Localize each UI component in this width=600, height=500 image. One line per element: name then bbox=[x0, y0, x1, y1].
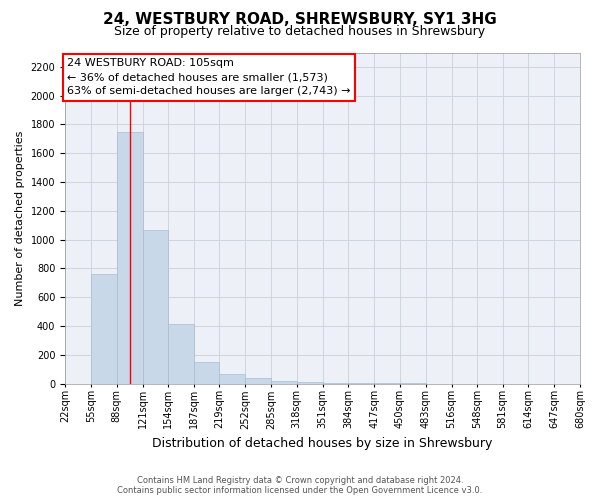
Text: 24, WESTBURY ROAD, SHREWSBURY, SY1 3HG: 24, WESTBURY ROAD, SHREWSBURY, SY1 3HG bbox=[103, 12, 497, 28]
Bar bbox=[219, 374, 245, 384]
Bar bbox=[245, 378, 271, 384]
Text: Contains HM Land Registry data © Crown copyright and database right 2024.
Contai: Contains HM Land Registry data © Crown c… bbox=[118, 476, 482, 495]
Text: Size of property relative to detached houses in Shrewsbury: Size of property relative to detached ho… bbox=[115, 25, 485, 38]
Bar bbox=[143, 230, 169, 384]
Y-axis label: Number of detached properties: Number of detached properties bbox=[15, 130, 25, 306]
Bar bbox=[194, 362, 219, 384]
Bar bbox=[271, 380, 296, 384]
Bar bbox=[169, 324, 194, 384]
Bar bbox=[296, 382, 323, 384]
Bar bbox=[323, 383, 349, 384]
Text: 24 WESTBURY ROAD: 105sqm
← 36% of detached houses are smaller (1,573)
63% of sem: 24 WESTBURY ROAD: 105sqm ← 36% of detach… bbox=[67, 58, 351, 96]
Bar bbox=[91, 274, 116, 384]
Bar bbox=[116, 132, 143, 384]
X-axis label: Distribution of detached houses by size in Shrewsbury: Distribution of detached houses by size … bbox=[152, 437, 493, 450]
